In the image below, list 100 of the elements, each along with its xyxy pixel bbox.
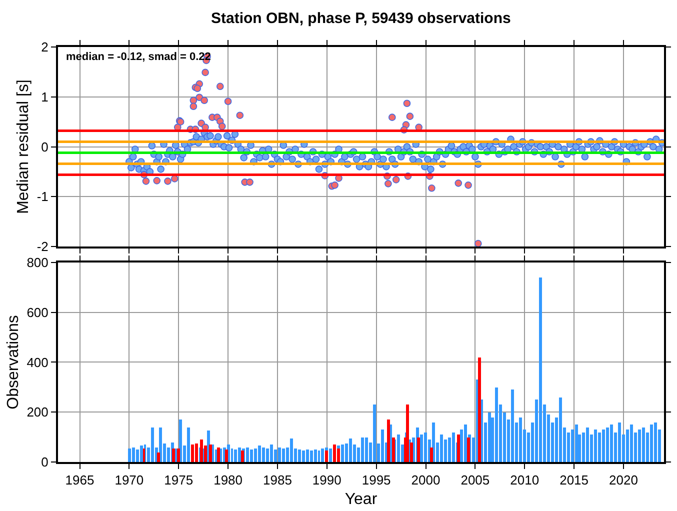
- point: [246, 178, 254, 186]
- bar: [511, 389, 514, 462]
- point: [171, 175, 178, 182]
- x-tick-label: 1985: [263, 472, 292, 488]
- x-tick-label: 1980: [214, 472, 242, 488]
- bar: [262, 447, 265, 462]
- y-tick-label: -1: [36, 189, 48, 204]
- bar: [231, 448, 233, 462]
- bar: [638, 429, 641, 462]
- point: [392, 176, 400, 184]
- bar: [282, 448, 285, 462]
- bar: [128, 448, 131, 462]
- bar: [618, 422, 621, 462]
- bar: [157, 452, 160, 462]
- bar: [258, 445, 261, 462]
- bar: [559, 397, 562, 462]
- bar: [488, 412, 491, 462]
- bar: [333, 444, 336, 462]
- y-tick-label: 0: [41, 454, 48, 470]
- bar: [187, 427, 190, 462]
- y-tick-label: -2: [36, 239, 48, 254]
- bar: [270, 444, 273, 462]
- point: [331, 182, 338, 189]
- bar: [314, 449, 317, 462]
- point: [406, 112, 414, 120]
- bar: [467, 437, 470, 462]
- bar: [464, 424, 467, 462]
- bar: [172, 448, 175, 462]
- bar: [250, 449, 253, 462]
- bar: [132, 447, 135, 462]
- point: [236, 112, 244, 119]
- bar: [143, 448, 145, 462]
- x-tick-label: 1965: [65, 472, 94, 488]
- bar: [238, 447, 241, 462]
- bar: [191, 444, 194, 462]
- point: [196, 94, 204, 102]
- point: [190, 102, 198, 110]
- x-tick-label: 1995: [362, 472, 391, 488]
- x-tick-label: 1990: [312, 472, 342, 488]
- y-tick-label: 1: [41, 89, 48, 104]
- bar: [406, 404, 409, 462]
- bar: [337, 448, 340, 462]
- point: [202, 68, 209, 76]
- x-tick-label: 2015: [560, 472, 588, 488]
- bar: [654, 422, 657, 462]
- bar: [424, 432, 427, 462]
- bar: [361, 437, 364, 462]
- bar: [200, 439, 203, 462]
- bar: [373, 404, 376, 462]
- x-tick-label: 2020: [609, 472, 638, 488]
- point: [403, 100, 411, 108]
- bar: [306, 449, 309, 462]
- bar: [417, 437, 420, 462]
- bar: [452, 432, 455, 462]
- x-tick-label: 1975: [164, 472, 194, 488]
- bar: [234, 449, 237, 462]
- bar: [136, 449, 139, 462]
- bar: [440, 434, 443, 462]
- bar: [539, 277, 542, 462]
- bar: [630, 424, 633, 462]
- y-tick-label: 800: [26, 255, 48, 270]
- point: [454, 180, 462, 187]
- point: [164, 178, 172, 185]
- bar: [478, 357, 481, 462]
- point: [428, 184, 436, 192]
- y-tick-label: 600: [26, 304, 48, 320]
- bar: [365, 437, 368, 462]
- x-axis-title: Year: [344, 490, 378, 508]
- bar: [290, 438, 293, 462]
- y-tick-label: 2: [41, 40, 48, 55]
- bar: [430, 447, 433, 462]
- y-tick-label: 400: [26, 354, 48, 370]
- bar: [606, 427, 609, 462]
- chart-title: Station OBN, phase P, 59439 observations: [211, 10, 511, 27]
- bar: [495, 387, 498, 462]
- y-axis-title: Observations: [5, 315, 22, 410]
- bar: [325, 450, 328, 462]
- bar: [519, 417, 522, 462]
- bar: [321, 448, 324, 462]
- bar: [310, 450, 313, 462]
- y-tick-label: 200: [26, 404, 48, 420]
- point: [218, 122, 226, 130]
- bar: [397, 434, 400, 462]
- bar: [195, 443, 198, 462]
- point: [216, 82, 224, 90]
- point: [388, 114, 396, 121]
- bar: [254, 448, 257, 462]
- point: [142, 178, 150, 185]
- bar: [610, 424, 613, 462]
- bar: [329, 448, 332, 462]
- bar: [341, 444, 344, 462]
- bar: [140, 445, 143, 462]
- bar: [151, 427, 154, 462]
- bar: [302, 450, 305, 462]
- point: [464, 182, 472, 189]
- bar: [266, 448, 269, 462]
- bar: [298, 449, 301, 462]
- bar: [575, 424, 578, 462]
- bar: [387, 419, 390, 462]
- bar: [278, 447, 281, 462]
